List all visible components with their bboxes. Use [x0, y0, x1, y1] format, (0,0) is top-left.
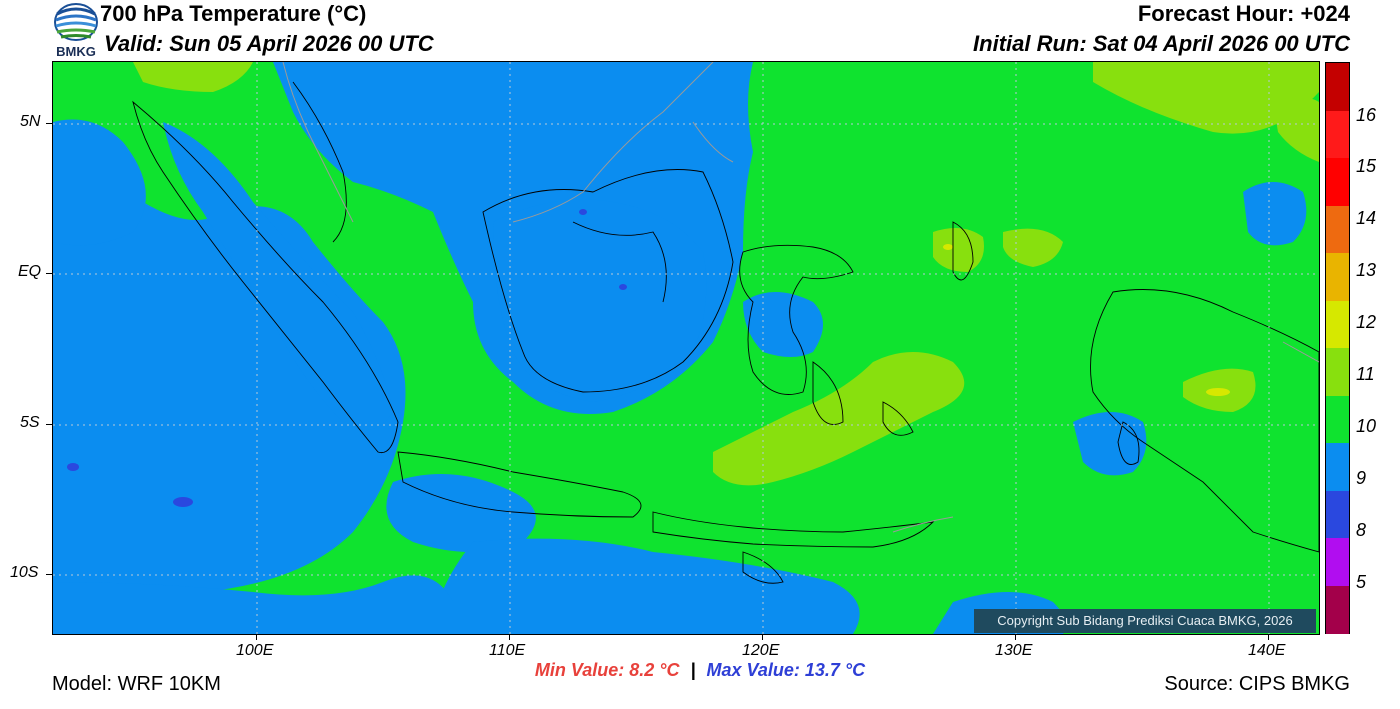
colorbar — [1325, 62, 1350, 634]
colorbar-label: 16 — [1356, 105, 1377, 125]
colorbar-label: 10 — [1356, 416, 1377, 436]
colorbar-segment — [1326, 443, 1349, 491]
temperature-map: Copyright Sub Bidang Prediksi Cuaca BMKG… — [52, 61, 1320, 635]
initial-run: Initial Run: Sat 04 April 2026 00 UTC — [973, 31, 1350, 56]
data-source: Source: CIPS BMKG — [1164, 673, 1350, 695]
colorbar-label: 8 — [1356, 520, 1367, 540]
colorbar-label: 11 — [1356, 364, 1375, 384]
min-max-values: Min Value: 8.2 °C | Max Value: 13.7 °C — [0, 660, 1400, 681]
colorbar-label: 13 — [1356, 260, 1377, 280]
map-title: 700 hPa Temperature (°C) — [100, 1, 367, 26]
lat-label: 5N — [20, 113, 41, 130]
lat-tick — [46, 123, 52, 124]
colorbar-segment — [1326, 205, 1349, 254]
bmkg-logo: BMKG — [51, 2, 101, 60]
colorbar-segment — [1326, 158, 1349, 206]
colorbar-segment — [1326, 538, 1349, 586]
model-name: Model: WRF 10KM — [52, 673, 221, 695]
lon-tick — [1015, 634, 1016, 640]
colorbar-label: 14 — [1356, 208, 1377, 228]
colorbar-segment — [1326, 395, 1349, 444]
colorbar-segment — [1326, 300, 1349, 349]
logo-text: BMKG — [56, 44, 96, 59]
lon-label: 120E — [742, 642, 780, 659]
max-value: Max Value: 13.7 °C — [706, 660, 866, 680]
colorbar-segment — [1326, 490, 1349, 539]
lon-tick — [1268, 634, 1269, 640]
copyright-notice: Copyright Sub Bidang Prediksi Cuaca BMKG… — [974, 609, 1316, 633]
lon-label: 110E — [489, 642, 526, 659]
lon-label: 100E — [236, 642, 274, 659]
separator: | — [690, 660, 696, 680]
lat-label: 10S — [10, 564, 39, 581]
lat-label: EQ — [18, 263, 42, 280]
map-field — [53, 62, 1319, 634]
colorbar-label: 5 — [1356, 572, 1367, 592]
colorbar-segment — [1326, 585, 1349, 634]
colorbar-segment — [1326, 63, 1349, 111]
lon-tick — [509, 634, 510, 640]
colorbar-label: 9 — [1356, 468, 1367, 488]
colorbar-segment — [1326, 110, 1349, 159]
lat-tick — [46, 424, 52, 425]
lon-label: 130E — [995, 642, 1033, 659]
lon-tick — [256, 634, 257, 640]
colorbar-segment — [1326, 253, 1349, 301]
lon-label: 140E — [1248, 642, 1286, 659]
min-value: Min Value: 8.2 °C — [534, 660, 680, 680]
lon-tick — [762, 634, 763, 640]
colorbar-segment — [1326, 348, 1349, 396]
lat-label: 5S — [20, 414, 40, 431]
lat-tick — [46, 574, 52, 575]
lat-tick — [46, 273, 52, 274]
colorbar-label: 12 — [1356, 312, 1377, 332]
valid-time: Valid: Sun 05 April 2026 00 UTC — [104, 31, 434, 56]
forecast-hour: Forecast Hour: +024 — [1137, 1, 1350, 26]
colorbar-label: 15 — [1356, 156, 1377, 176]
